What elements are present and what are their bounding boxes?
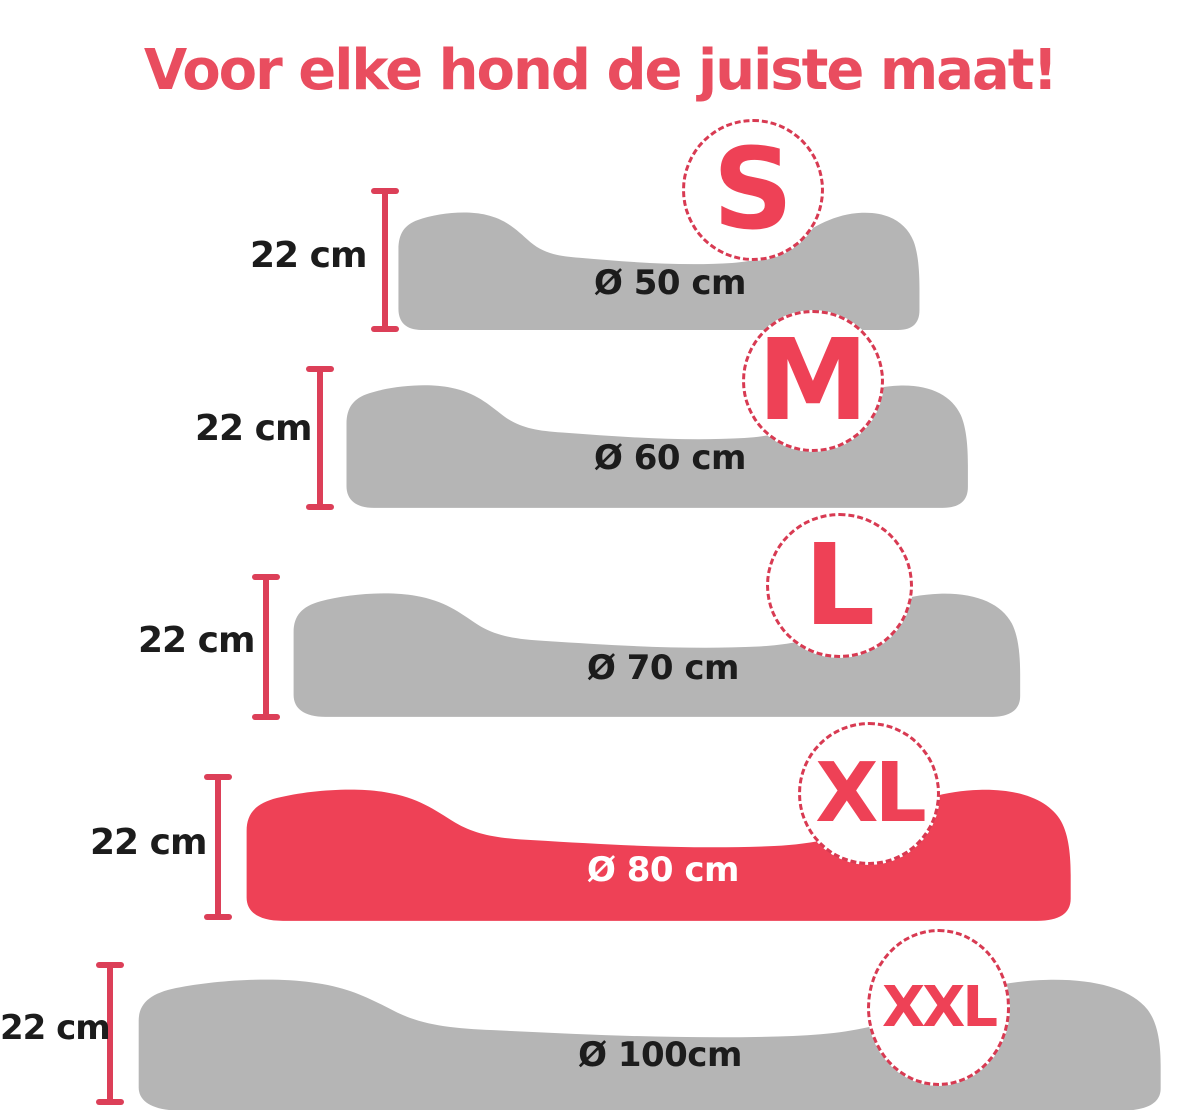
- size-badge: XXL: [867, 929, 1010, 1086]
- height-bracket: [252, 574, 280, 720]
- bracket-stem: [382, 191, 388, 329]
- height-bracket: [96, 962, 124, 1105]
- bracket-cap-bottom: [371, 326, 399, 332]
- bracket-cap-bottom: [96, 1099, 124, 1105]
- dog-bed-shape: [393, 195, 938, 331]
- size-badge-label: XXL: [881, 974, 998, 1040]
- size-badge: M: [742, 310, 884, 452]
- dog-bed-shape: [340, 367, 990, 509]
- height-label: 22 cm: [195, 408, 312, 449]
- size-badge-label: L: [803, 520, 876, 651]
- bracket-stem: [263, 577, 269, 717]
- diameter-label: Ø 70 cm: [587, 648, 739, 688]
- diameter-label: Ø 60 cm: [594, 438, 746, 478]
- height-bracket: [306, 366, 334, 510]
- height-label: 22 cm: [138, 620, 255, 661]
- size-badge-label: M: [757, 316, 869, 446]
- size-badge: L: [766, 513, 913, 658]
- height-bracket: [204, 774, 232, 920]
- dog-bed-silhouette: [398, 212, 920, 330]
- diameter-label: Ø 50 cm: [594, 263, 746, 303]
- diameter-label: Ø 80 cm: [587, 850, 739, 890]
- bracket-cap-bottom: [204, 914, 232, 920]
- bracket-stem: [107, 965, 113, 1102]
- dog-bed-shape: [238, 770, 1100, 922]
- bracket-cap-bottom: [306, 504, 334, 510]
- height-bracket: [371, 188, 399, 332]
- dog-bed-shape: [286, 575, 1046, 718]
- diameter-label: Ø 100cm: [578, 1035, 742, 1075]
- size-badge-label: S: [712, 125, 794, 255]
- dog-bed-silhouette: [293, 593, 1021, 717]
- size-badge: XL: [798, 722, 940, 865]
- bracket-cap-bottom: [252, 714, 280, 720]
- dog-bed-silhouette: [346, 385, 968, 508]
- size-badge: S: [682, 119, 824, 261]
- size-badge-label: XL: [815, 745, 927, 841]
- bracket-stem: [317, 369, 323, 507]
- dog-bed-silhouette: [246, 789, 1071, 921]
- height-label: 22 cm: [250, 235, 367, 276]
- height-label: 22 cm: [0, 1008, 111, 1048]
- height-label: 22 cm: [90, 822, 207, 863]
- bracket-stem: [215, 777, 221, 917]
- page-title: Voor elke hond de juiste maat!: [143, 37, 1058, 103]
